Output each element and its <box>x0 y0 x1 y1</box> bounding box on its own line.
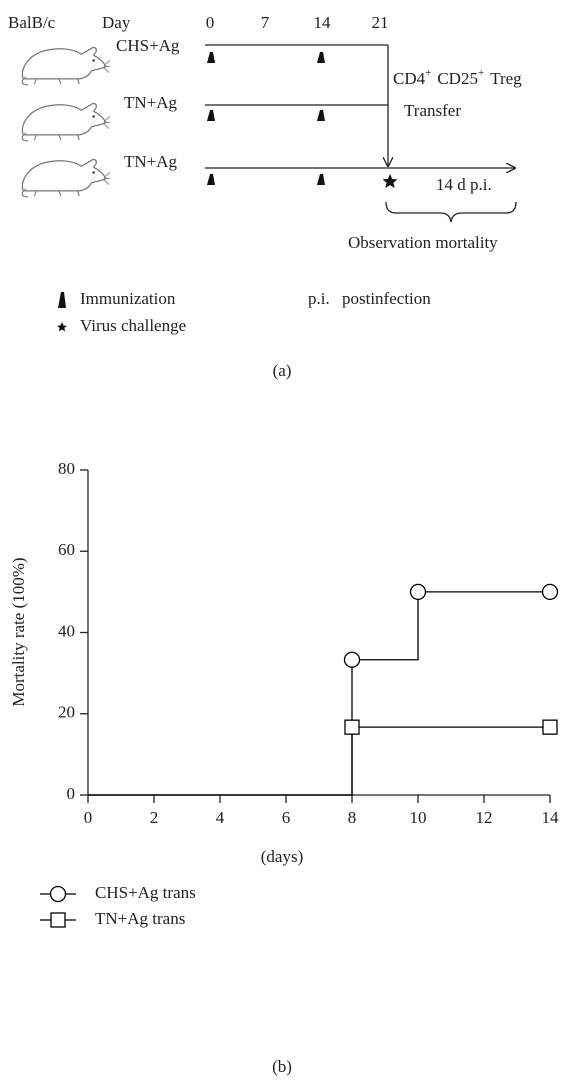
x-tick-label: 10 <box>410 808 427 827</box>
transfer-label: Transfer <box>404 101 461 120</box>
legend-label: TN+Ag trans <box>95 909 185 928</box>
period-label: 14 d p.i. <box>436 175 492 194</box>
immunization-marks <box>207 52 325 185</box>
y-tick-label: 20 <box>58 703 75 722</box>
series-line <box>88 726 550 796</box>
legend-abbr: p.i. <box>308 289 330 308</box>
x-tick-label: 2 <box>150 808 159 827</box>
legend-text: postinfection <box>342 289 431 308</box>
legend-triangle <box>58 292 66 308</box>
y-tick-label: 80 <box>58 459 75 478</box>
marker <box>49 885 67 903</box>
mouse-icon <box>21 102 110 142</box>
x-tick-label: 4 <box>216 808 225 827</box>
day-label: 0 <box>206 13 215 32</box>
x-tick-label: 14 <box>542 808 560 827</box>
marker <box>409 583 427 601</box>
marker <box>541 583 559 601</box>
day-label: 14 <box>314 13 332 32</box>
x-tick-label: 8 <box>348 808 357 827</box>
group-label: TN+Ag <box>124 93 178 112</box>
caption: (b) <box>272 1057 292 1076</box>
marker <box>344 719 360 735</box>
legend-star <box>57 322 67 332</box>
treg-label: CD4+ CD25+ Treg <box>393 67 522 88</box>
group-label: CHS+Ag <box>116 36 180 55</box>
mortality-chart: (days) Mortality rate (100%) (b) 0204060… <box>9 459 559 1076</box>
marker <box>542 719 558 735</box>
brace <box>385 201 517 223</box>
x-tick-label: 6 <box>282 808 291 827</box>
y-tick-label: 0 <box>67 784 76 803</box>
x-tick-label: 12 <box>476 808 493 827</box>
caption: (a) <box>273 361 292 380</box>
legend-label: CHS+Ag trans <box>95 883 196 902</box>
group-label: TN+Ag <box>124 152 178 171</box>
mouse-icon <box>21 46 110 86</box>
marker <box>343 651 361 668</box>
observation-label: Observation mortality <box>348 233 498 252</box>
protocol-diagram: BalB/c Day 0 7 14 21 CHS+Ag TN+Ag TN+Ag … <box>8 13 522 380</box>
y-tick-label: 60 <box>58 540 75 559</box>
virus-star <box>382 174 398 188</box>
day-label: 21 <box>372 13 389 32</box>
marker <box>50 912 66 928</box>
day-heading: Day <box>102 13 131 32</box>
legend-text: Immunization <box>80 289 176 308</box>
series-line <box>88 591 550 796</box>
strain: BalB/c <box>8 13 56 32</box>
y-axis-label: Mortality rate (100%) <box>9 557 28 706</box>
y-tick-label: 40 <box>58 621 75 640</box>
legend-text: Virus challenge <box>80 316 186 335</box>
day-label: 7 <box>261 13 270 32</box>
mouse-icon <box>21 158 110 198</box>
x-tick-label: 0 <box>84 808 93 827</box>
x-axis-label: (days) <box>261 847 303 866</box>
